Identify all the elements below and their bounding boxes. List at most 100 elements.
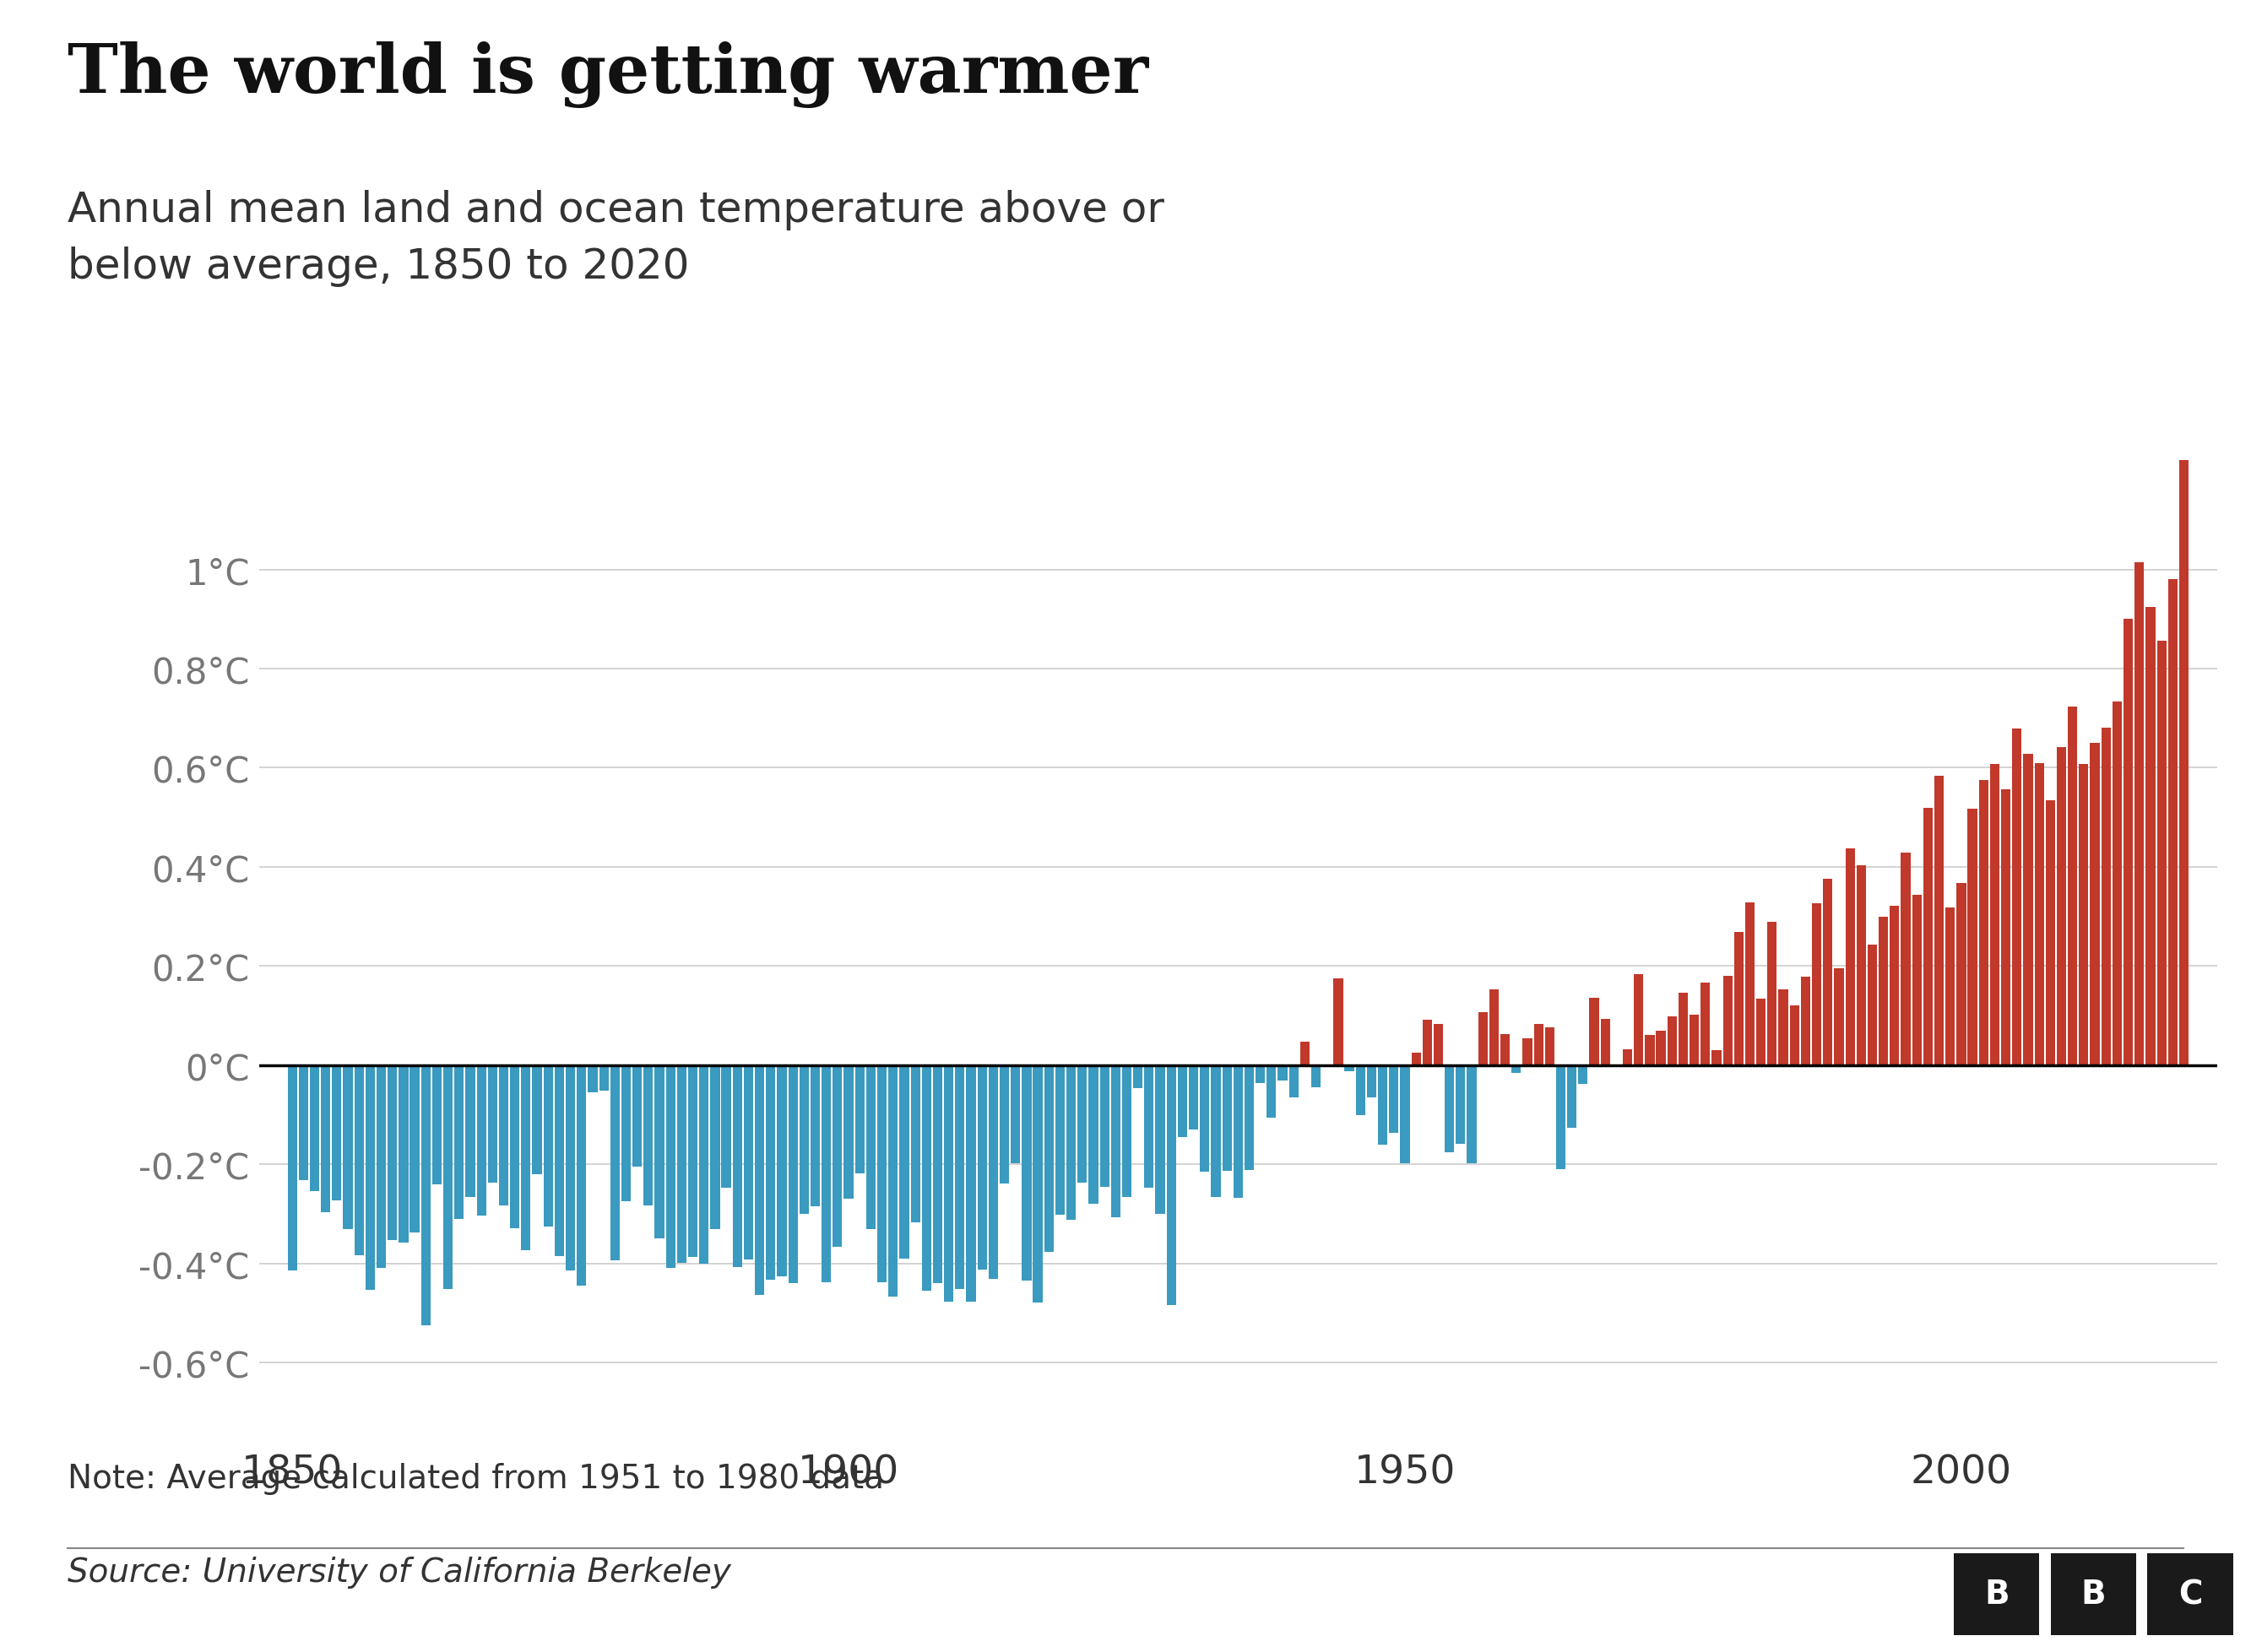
Bar	[466, 1066, 475, 1198]
Bar	[1990, 765, 1999, 1066]
Bar	[588, 1066, 597, 1094]
Bar	[1389, 1066, 1398, 1133]
Bar	[1121, 1066, 1132, 1198]
Bar	[1567, 1066, 1576, 1128]
Bar	[554, 1066, 565, 1256]
Bar	[365, 1066, 376, 1290]
Bar	[1767, 922, 1776, 1066]
Bar	[977, 1066, 986, 1270]
Bar	[1211, 1066, 1220, 1198]
Bar	[488, 1066, 497, 1183]
Bar	[833, 1066, 842, 1247]
Bar	[410, 1066, 419, 1232]
Text: Note: Average calculated from 1951 to 1980 data: Note: Average calculated from 1951 to 19…	[68, 1462, 885, 1493]
Bar	[2024, 755, 2033, 1066]
Bar	[1600, 1019, 1609, 1066]
Bar	[1702, 983, 1711, 1066]
Bar	[878, 1066, 887, 1282]
Bar	[644, 1066, 653, 1206]
Bar	[1623, 1049, 1632, 1066]
Bar	[822, 1066, 831, 1282]
Bar	[1101, 1066, 1110, 1188]
Bar	[1355, 1066, 1364, 1115]
Bar	[999, 1066, 1008, 1184]
Bar	[1846, 849, 1855, 1066]
Bar	[678, 1066, 687, 1264]
Bar	[1078, 1066, 1087, 1183]
Bar	[1634, 975, 1643, 1066]
Text: C: C	[2179, 1578, 2201, 1611]
Bar	[1044, 1066, 1053, 1252]
Bar	[754, 1066, 765, 1295]
Bar	[2035, 763, 2044, 1066]
Bar	[1089, 1066, 1098, 1204]
Bar	[1434, 1024, 1443, 1066]
Bar	[788, 1066, 797, 1284]
Bar	[1544, 1028, 1555, 1066]
Bar	[1857, 866, 1866, 1066]
Bar	[1011, 1066, 1020, 1163]
Bar	[477, 1066, 486, 1216]
Bar	[2145, 608, 2154, 1066]
Text: Annual mean land and ocean temperature above or
below average, 1850 to 2020: Annual mean land and ocean temperature a…	[68, 190, 1164, 287]
Bar	[1934, 776, 1945, 1066]
Bar	[700, 1066, 709, 1264]
Bar	[599, 1066, 608, 1092]
Bar	[1200, 1066, 1209, 1171]
Bar	[2168, 580, 2177, 1066]
Bar	[1745, 902, 1754, 1066]
Bar	[988, 1066, 997, 1279]
Bar	[432, 1066, 441, 1184]
Bar	[342, 1066, 353, 1229]
Bar	[2046, 801, 2055, 1066]
Bar	[1679, 993, 1688, 1066]
Bar	[2123, 620, 2134, 1066]
Bar	[1033, 1066, 1042, 1303]
Bar	[954, 1066, 966, 1290]
Bar	[2001, 790, 2010, 1066]
Bar	[1022, 1066, 1031, 1280]
Bar	[943, 1066, 954, 1302]
Bar	[912, 1066, 921, 1222]
Bar	[610, 1066, 619, 1260]
Bar	[2012, 729, 2021, 1066]
Bar	[1166, 1066, 1175, 1305]
Bar	[455, 1066, 464, 1219]
Text: B: B	[1983, 1578, 2010, 1611]
Bar	[921, 1066, 932, 1292]
Bar	[576, 1066, 585, 1285]
Bar	[1555, 1066, 1564, 1170]
Bar	[2111, 702, 2123, 1066]
Bar	[1112, 1066, 1121, 1218]
Bar	[810, 1066, 819, 1206]
Bar	[1868, 945, 1877, 1066]
Bar	[1657, 1031, 1666, 1066]
Bar	[723, 1066, 732, 1188]
Bar	[900, 1066, 909, 1259]
Bar	[1400, 1066, 1409, 1163]
Bar	[2057, 748, 2066, 1066]
Bar	[1756, 999, 1765, 1066]
Bar	[633, 1066, 642, 1166]
Bar	[1691, 1014, 1700, 1066]
Bar	[732, 1066, 743, 1267]
Bar	[1722, 976, 1733, 1066]
Bar	[387, 1066, 396, 1241]
Bar	[689, 1066, 698, 1257]
Bar	[2080, 765, 2089, 1066]
Bar	[2134, 563, 2143, 1066]
Bar	[1778, 990, 1787, 1066]
Bar	[1645, 1036, 1654, 1066]
Bar	[376, 1066, 385, 1267]
Bar	[844, 1066, 853, 1199]
Bar	[655, 1066, 664, 1239]
Bar	[1490, 990, 1499, 1066]
Bar	[1189, 1066, 1198, 1130]
Bar	[2100, 729, 2111, 1066]
Bar	[765, 1066, 774, 1280]
Bar	[666, 1066, 675, 1267]
Bar	[1155, 1066, 1164, 1214]
Bar	[1823, 879, 1832, 1066]
Bar	[932, 1066, 943, 1284]
Bar	[1312, 1066, 1321, 1089]
